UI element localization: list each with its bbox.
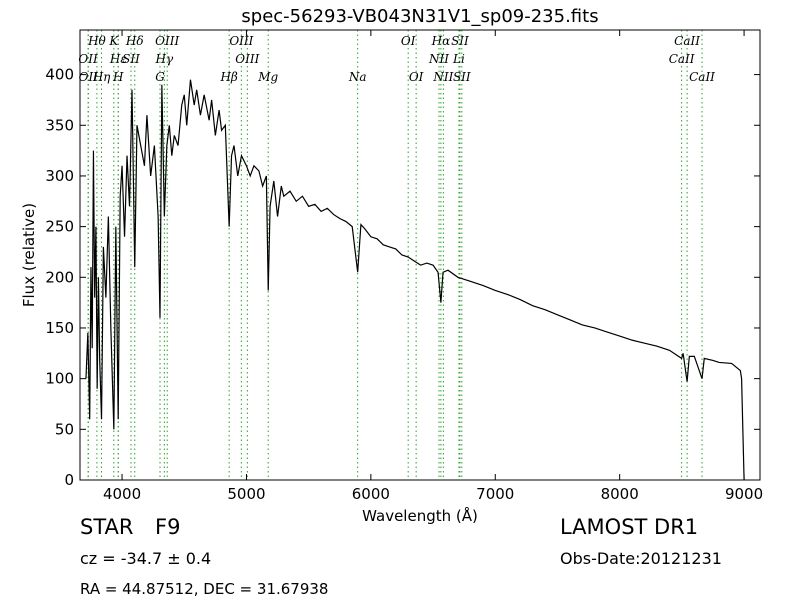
x-tick-label: 8000	[601, 485, 639, 503]
spectral-line-label: Hε	[109, 52, 127, 66]
redshift: cz = -34.7 ± 0.4	[80, 549, 211, 568]
spectral-line-label: Hθ	[87, 34, 106, 48]
spectral-line-label: Mg	[257, 70, 278, 84]
y-tick-label: 50	[55, 420, 74, 438]
y-tick-label: 150	[45, 319, 74, 337]
spectral-line-label: SII	[451, 34, 469, 48]
object-subclass: F9	[155, 515, 180, 539]
spectral-line-label: OI	[409, 70, 424, 84]
spectral-line-label: Hη	[92, 70, 111, 84]
spectral-line-label: CaII	[669, 52, 695, 66]
y-tick-label: 300	[45, 167, 74, 185]
spectral-line-label: H	[112, 70, 124, 84]
x-tick-label: 6000	[352, 485, 390, 503]
spectral-line-label: OI	[401, 34, 416, 48]
spectral-line-label: CaII	[674, 34, 700, 48]
x-tick-label: 9000	[725, 485, 763, 503]
spectral-line-label: CaII	[689, 70, 715, 84]
chart-title: spec-56293-VB043N31V1_sp09-235.fits	[241, 6, 598, 27]
y-tick-label: 350	[45, 116, 74, 134]
obs-date: Obs-Date:20121231	[560, 549, 722, 568]
x-tick-label: 4000	[103, 485, 141, 503]
spectral-line-label: Hα	[431, 34, 451, 48]
y-tick-label: 100	[45, 370, 74, 388]
spectral-line-label: NII	[432, 70, 453, 84]
spectral-line-label: OII	[78, 52, 98, 66]
spectral-line-label: NII	[428, 52, 449, 66]
spectral-line-label: OIII	[155, 34, 179, 48]
x-tick-label: 7000	[476, 485, 514, 503]
spectral-line-label: G	[155, 70, 165, 84]
spectral-line-label: OIII	[229, 34, 253, 48]
object-class: STAR	[80, 515, 133, 539]
spectral-line-label: SII	[122, 52, 140, 66]
spectrum-line	[85, 79, 745, 481]
spectral-line-label: K	[108, 34, 119, 48]
y-tick-label: 250	[45, 218, 74, 236]
coordinates: RA = 44.87512, DEC = 31.67938	[80, 580, 328, 598]
spectral-line-label: Li	[452, 52, 465, 66]
spectral-line-label: Hδ	[125, 34, 144, 48]
x-tick-label: 5000	[227, 485, 265, 503]
spectral-line-label: OIII	[235, 52, 259, 66]
y-tick-label: 0	[64, 471, 74, 489]
x-axis-label: Wavelength (Å)	[362, 506, 478, 525]
y-tick-label: 200	[45, 268, 74, 286]
spectral-line-label: OII	[79, 70, 99, 84]
survey-name: LAMOST DR1	[560, 515, 698, 539]
spectral-line-label: Na	[348, 70, 367, 84]
spectral-line-label: Hβ	[219, 70, 237, 84]
y-axis-label: Flux (relative)	[20, 203, 38, 307]
spectral-line-label: SII	[453, 70, 471, 84]
spectral-line-label: Hγ	[155, 52, 174, 66]
plot-frame	[79, 29, 761, 481]
y-tick-label: 400	[45, 66, 74, 84]
